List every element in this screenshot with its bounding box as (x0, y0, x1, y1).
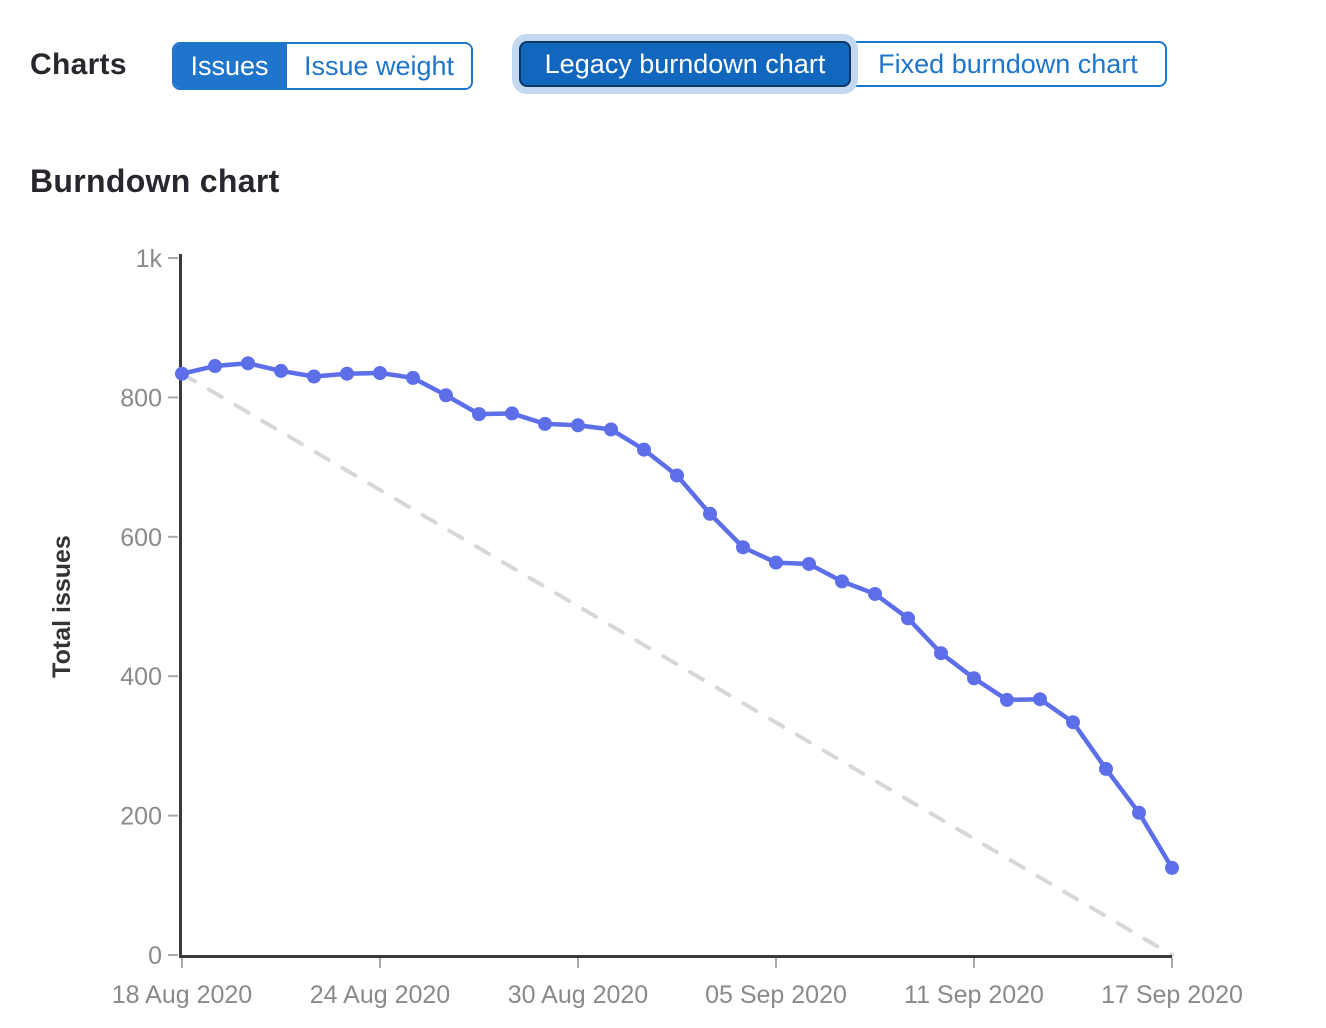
data-point[interactable] (901, 611, 915, 626)
data-point[interactable] (406, 370, 420, 385)
data-point[interactable] (868, 586, 882, 601)
data-point[interactable] (637, 442, 651, 457)
x-axis-tick-label: 11 Sep 2020 (904, 981, 1044, 1009)
data-point[interactable] (802, 556, 816, 571)
data-point[interactable] (505, 406, 519, 421)
x-axis-tick-label: 05 Sep 2020 (705, 981, 847, 1009)
y-axis-tick-label: 600 (120, 524, 162, 552)
x-axis-tick-label: 30 Aug 2020 (508, 981, 648, 1009)
section-title: Burndown chart (30, 163, 280, 199)
data-point[interactable] (439, 388, 453, 403)
x-axis-tick-label: 24 Aug 2020 (310, 981, 450, 1009)
data-point[interactable] (769, 555, 783, 570)
y-axis-tick-label: 400 (120, 663, 162, 691)
data-point[interactable] (208, 359, 222, 374)
fixed-burndown-chart-button[interactable]: Fixed burndown chart (851, 41, 1167, 87)
data-point[interactable] (571, 418, 585, 433)
x-axis-tick-label: 17 Sep 2020 (1101, 981, 1243, 1009)
data-point[interactable] (1132, 805, 1146, 820)
data-point[interactable] (835, 574, 849, 589)
legacy-burndown-chart-button[interactable]: Legacy burndown chart (519, 41, 851, 87)
data-point[interactable] (1099, 761, 1113, 776)
data-point[interactable] (934, 646, 948, 661)
chart-type-toggle-group: Legacy burndown chart Fixed burndown cha… (519, 41, 1167, 87)
data-point[interactable] (175, 366, 189, 381)
y-axis-tick-label: 800 (120, 384, 162, 412)
y-axis-tick-label: 200 (120, 803, 162, 831)
data-point[interactable] (373, 366, 387, 381)
data-point[interactable] (670, 468, 684, 483)
data-point[interactable] (241, 356, 255, 371)
data-point[interactable] (274, 363, 288, 378)
data-point[interactable] (307, 369, 321, 384)
data-point[interactable] (340, 366, 354, 381)
data-point[interactable] (736, 540, 750, 555)
data-point[interactable] (1033, 692, 1047, 707)
open-issues-line (179, 360, 1175, 871)
y-axis-tick-label: 1k (136, 245, 163, 273)
issues-button[interactable]: Issues (174, 44, 285, 88)
data-point[interactable] (1000, 692, 1014, 707)
x-axis-tick-label: 18 Aug 2020 (112, 981, 252, 1009)
data-point[interactable] (472, 407, 486, 422)
issues-toggle-group: Issues Issue weight (172, 42, 473, 90)
burndown-chart-canvas: 0 200 400 600 800 1k 18 Aug 2020 24 Aug 2020 30 … (48, 245, 1243, 1009)
guideline-dashed-line (180, 371, 1174, 957)
y-axis-tick-label: 0 (148, 942, 162, 970)
data-point[interactable] (1165, 860, 1179, 875)
data-point[interactable] (1066, 715, 1080, 730)
data-point[interactable] (703, 506, 717, 521)
issue-weight-button[interactable]: Issue weight (285, 44, 471, 88)
charts-label: Charts (30, 48, 127, 81)
data-point[interactable] (967, 671, 981, 686)
data-point[interactable] (604, 422, 618, 437)
y-axis-title: Total issues (48, 535, 76, 678)
data-point[interactable] (538, 416, 552, 431)
